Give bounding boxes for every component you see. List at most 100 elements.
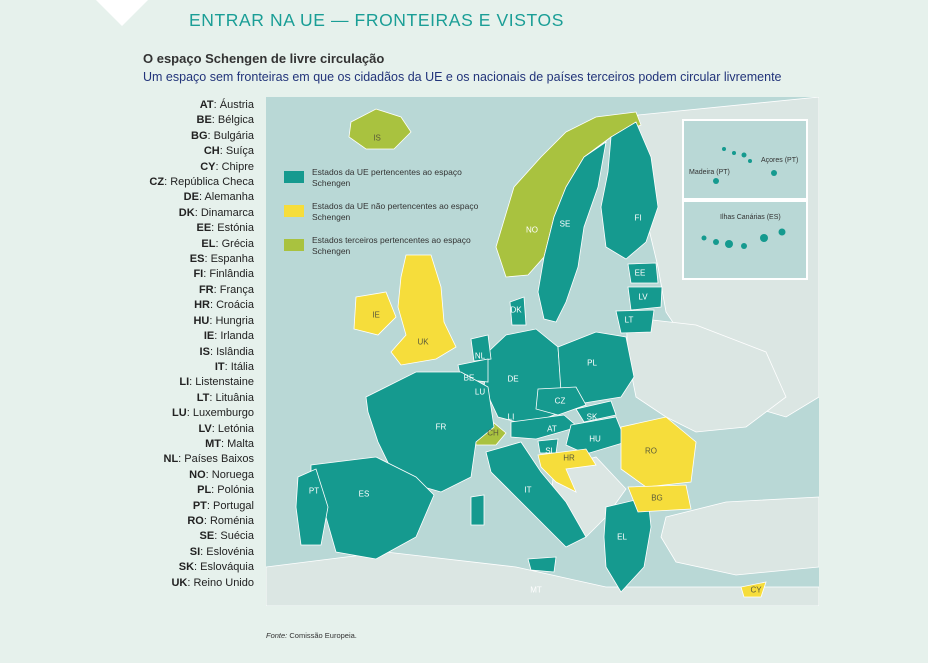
inset-islands [713,147,777,184]
land-turkey [660,496,819,576]
country-name: Grécia [221,237,254,250]
country-code: PL [197,484,212,497]
country-code: IT [214,360,225,373]
map-label-nl: NL [474,351,486,361]
map-label-es: ES [358,489,370,499]
country-bg [627,484,692,513]
country-name: Chipre [221,160,254,173]
country-code-item: ES: Espanha [189,253,254,266]
country-code-item: DK: Dinamarca [178,206,254,219]
map-label-lt: LT [624,315,634,325]
map-label-ro: RO [645,446,657,456]
country-name: Países Baixos [184,453,254,466]
inset-label-madeira: Madeira (PT) [689,169,730,176]
country-code: SI [189,545,201,558]
country-name: Luxemburgo [192,407,254,420]
country-cz [535,386,587,416]
legend-swatch [284,171,304,183]
country-name: Bulgária [213,129,254,142]
country-code: SK [178,561,195,574]
map-label-hr: HR [563,453,575,463]
legend-swatch [284,205,304,217]
map-label-se: SE [559,219,571,229]
country-name: Islândia [216,345,254,358]
country-name: Estónia [217,222,254,235]
country-it-sicily [527,556,557,573]
country-uk [390,254,457,366]
map-label-si: SI [545,446,553,456]
map-label-bg: BG [651,493,663,503]
country-code-list: AT: Áustria BE: Bélgica BG: Bulgária CH: Su… [140,98,254,591]
country-code-item: DE: Alemanha [183,191,254,204]
map-label-ch: CH [487,428,499,438]
country-code: NL [163,453,179,466]
country-code: LV [198,422,212,435]
source-note: Fonte: Comissão Europeia. [266,631,357,640]
country-code: MT [205,437,221,450]
country-code-item: IS: Islândia [199,345,254,358]
map-label-cy: CY [750,585,762,595]
country-name: Listenstaine [195,376,254,389]
country-is [348,108,412,150]
map-label-it: IT [524,485,532,495]
map-label-de: DE [507,374,519,384]
map-label-li: LI [507,412,515,422]
country-code: CH [203,145,220,158]
legend-label: Estados da UE pertencentes ao espaço Sch… [312,167,462,188]
corner-decoration-icon [96,0,148,26]
map-label-lv: LV [638,292,648,302]
country-ro [620,416,697,488]
country-it [485,441,587,548]
country-code: CZ [149,176,165,189]
country-code: HU [193,314,210,327]
country-ee [627,262,659,284]
country-code: DE [183,191,199,204]
country-name: Dinamarca [200,206,254,219]
country-name: Bélgica [217,114,254,127]
map-label-cz: CZ [554,396,566,406]
country-name: Roménia [209,514,254,527]
schengen-map: Estados da UE pertencentes ao espaço Sch… [266,97,819,606]
country-code-item: HR: Croácia [194,299,254,312]
map-label-ie: IE [372,310,380,320]
map-label-fi: FI [634,213,642,223]
map-label-ee: EE [634,268,646,278]
country-name: República Checa [170,176,254,189]
country-code-item: FR: França [198,283,254,296]
country-code-item: LI: Listenstaine [179,376,254,389]
country-code-item: NO: Noruega [189,468,254,481]
country-code-item: CH: Suíça [203,145,254,158]
inset-label-azores: Açores (PT) [761,157,799,164]
country-code: UK [171,576,188,589]
country-sk [575,400,617,423]
inset-islands [701,228,786,249]
legend-label: Estados terceiros pertencentes ao espaço… [312,235,471,256]
country-it-sardinia [470,494,485,526]
map-label-pl: PL [587,358,597,368]
inset-azores-madeira: Açores (PT) Madeira (PT) [682,119,808,200]
country-name: Croácia [216,299,254,312]
country-fi [600,121,659,260]
country-ie [353,291,397,336]
country-code: SE [199,530,215,543]
country-nl [470,334,492,362]
inset-label-canarias: Ilhas Canárias (ES) [720,214,781,221]
map-label-hu: HU [589,434,601,444]
country-name: Polónia [217,484,254,497]
country-code-item: RO: Roménia [187,514,254,527]
country-code: EL [201,237,216,250]
section-title: ENTRAR NA UE — FRONTEIRAS E VISTOS [189,10,564,30]
country-name: Malta [227,437,254,450]
country-code-item: BG: Bulgária [191,129,254,142]
country-name: Lituânia [215,391,254,404]
map-label-sk: SK [586,412,598,422]
country-code-item: EE: Estónia [196,222,254,235]
map-label-mt: MT [530,585,542,595]
country-name: Letónia [217,422,254,435]
country-code-item: NL: Países Baixos [163,453,255,466]
map-label-el: EL [617,532,627,542]
country-code-item: IT: Itália [214,360,254,373]
country-code: BG [191,129,208,142]
country-hr [537,448,597,493]
country-name: Eslovénia [206,545,254,558]
